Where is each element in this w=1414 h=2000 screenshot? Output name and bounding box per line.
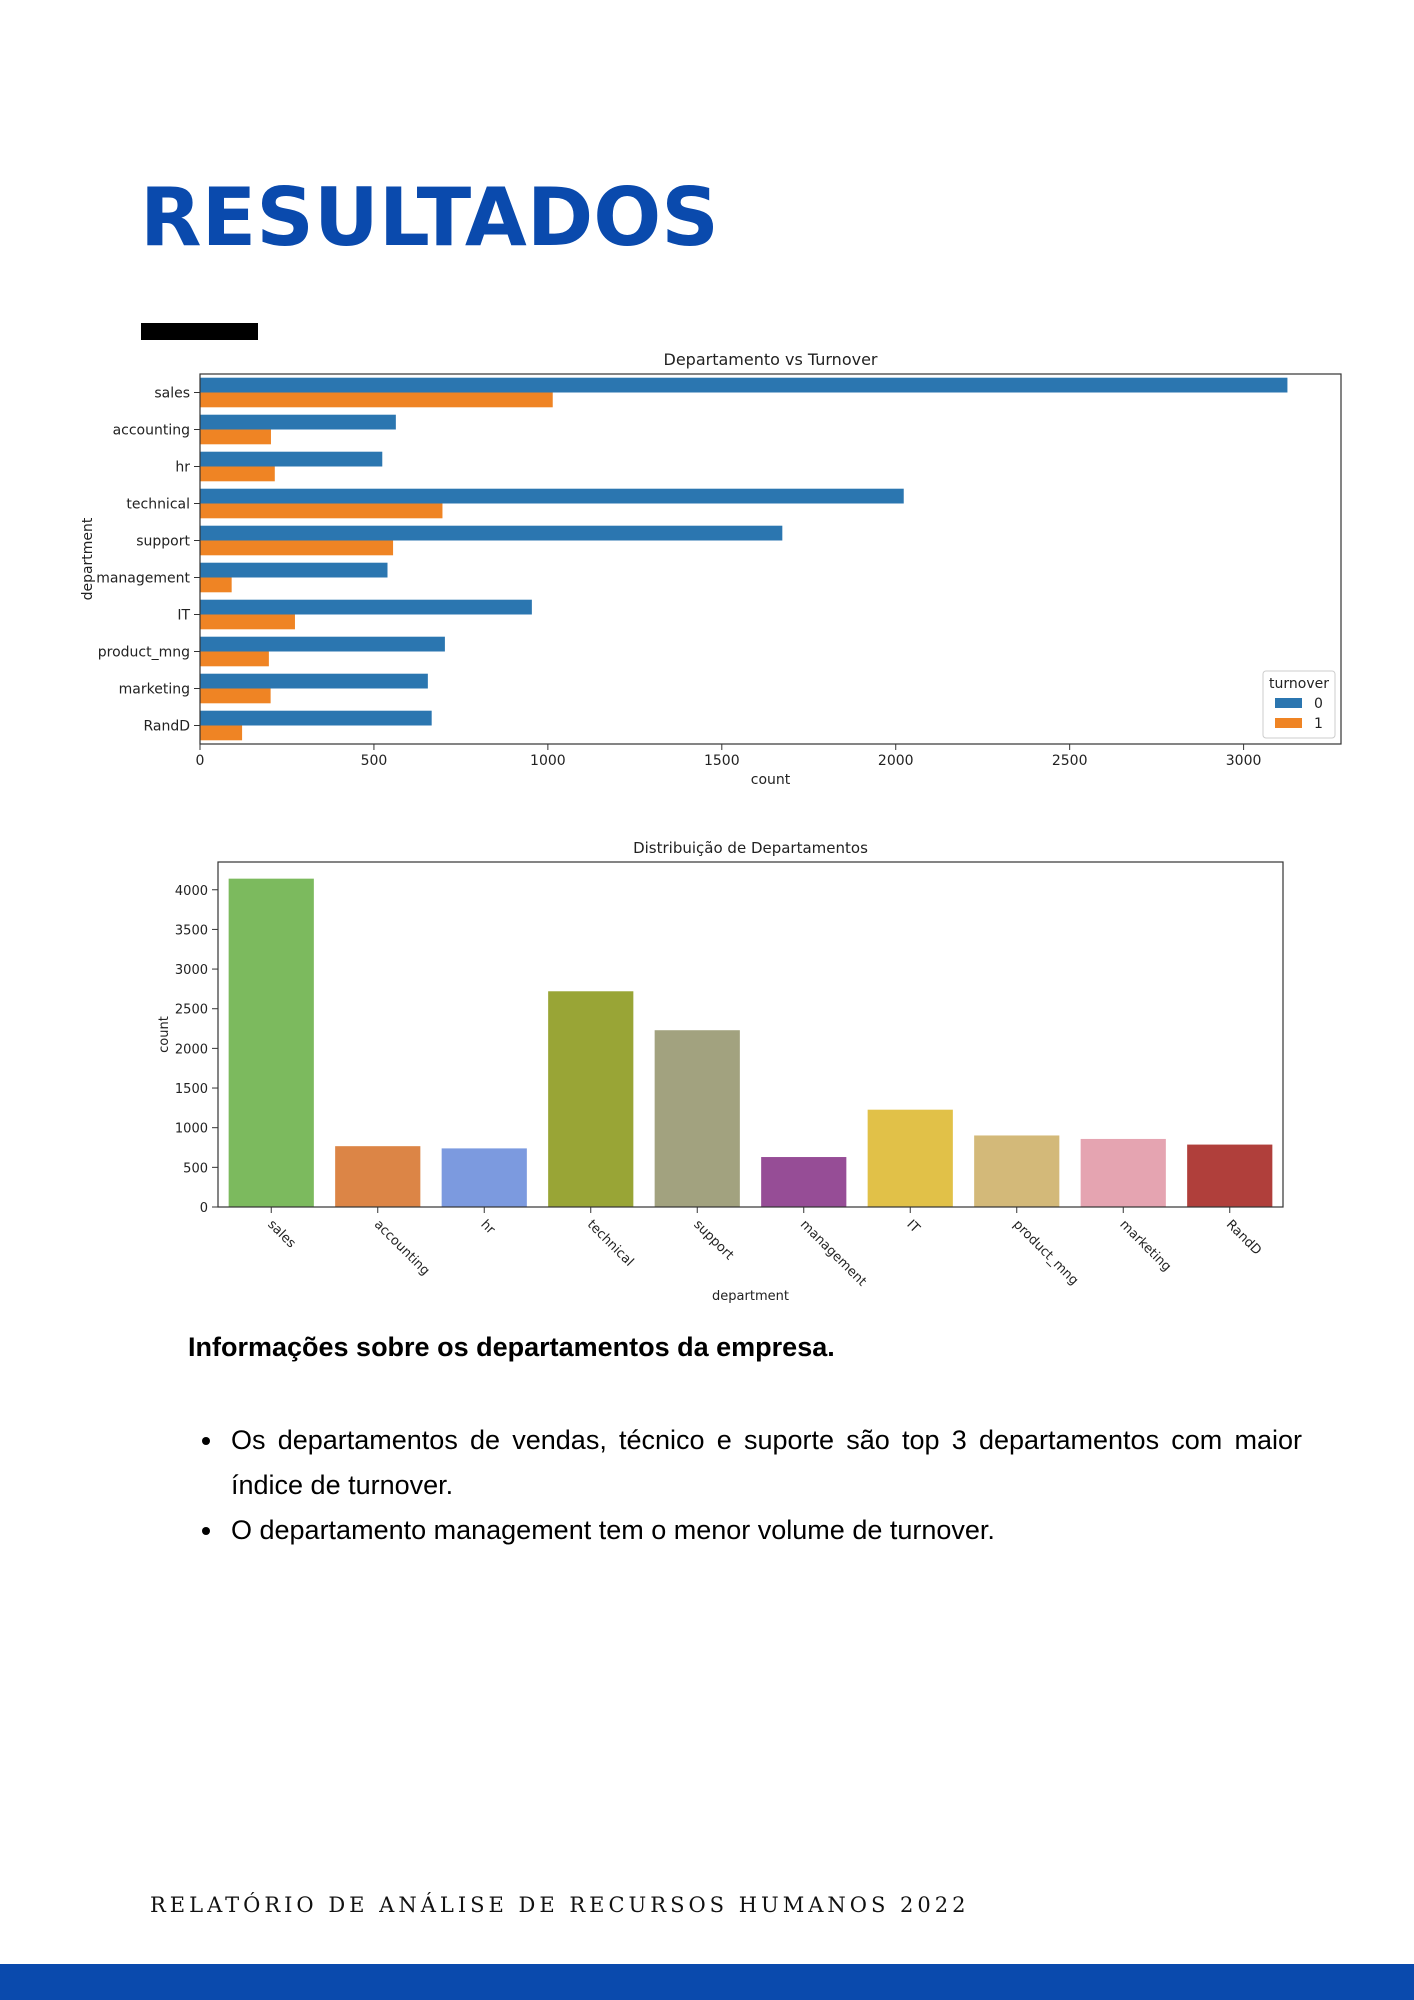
bar — [200, 429, 271, 445]
bar — [200, 725, 243, 741]
y-tick-label: 1000 — [175, 1122, 208, 1137]
legend-label: 0 — [1314, 696, 1323, 712]
bar — [200, 636, 445, 652]
x-tick-label: 1000 — [530, 753, 566, 769]
y-tick-label: 2500 — [175, 1003, 208, 1018]
x-tick-label: 2000 — [878, 753, 914, 769]
legend-label: 1 — [1314, 716, 1323, 732]
y-tick-label: 500 — [183, 1161, 208, 1176]
x-tick-label: technical — [584, 1217, 636, 1269]
legend-swatch — [1275, 718, 1302, 728]
y-tick-label: 3000 — [175, 963, 208, 978]
department-vs-turnover-chart: Departamento vs Turnover sales accounting h… — [80, 350, 1342, 788]
y-tick-label: technical — [126, 497, 190, 513]
footer-bar — [0, 1964, 1414, 2000]
legend-swatch — [1275, 698, 1302, 708]
y-tick-label: product_mng — [98, 645, 190, 661]
y-tick-label: 2000 — [175, 1042, 208, 1057]
section-heading: Informações sobre os departamentos da em… — [188, 1332, 835, 1362]
y-tick-label: RandD — [143, 719, 190, 735]
y-axis-label: department — [80, 517, 96, 600]
plot-frame — [217, 861, 1284, 1208]
y-tick-label: support — [136, 534, 190, 550]
findings-list: Os departamentos de vendas, técnico e su… — [188, 1418, 1302, 1553]
x-tick-label: 1500 — [704, 753, 740, 769]
x-tick-label: support — [690, 1217, 736, 1263]
bar — [974, 1135, 1060, 1207]
y-axis-label: count — [157, 1016, 172, 1053]
bar — [441, 1148, 527, 1207]
legend-title: turnover — [1269, 676, 1329, 692]
x-axis-label: count — [751, 772, 791, 788]
x-tick-label: IT — [903, 1217, 922, 1236]
title-underline-rule — [141, 323, 258, 340]
bar — [200, 577, 232, 593]
bar — [200, 377, 1288, 393]
x-tick-label: accounting — [371, 1217, 432, 1278]
bar — [200, 392, 553, 408]
y-tick-label: 0 — [200, 1201, 208, 1216]
bar — [200, 651, 269, 667]
x-axis-label: department — [712, 1289, 789, 1304]
y-tick-label: 3500 — [175, 923, 208, 938]
y-tick-label: sales — [154, 386, 190, 402]
y-tick-label: accounting — [113, 423, 190, 439]
bar — [228, 878, 314, 1207]
bar — [200, 562, 388, 578]
x-tick-label: 2500 — [1052, 753, 1088, 769]
x-tick-label: 3000 — [1226, 753, 1262, 769]
bar — [200, 688, 271, 704]
y-tick-label: management — [96, 571, 190, 587]
department-distribution-chart: Distribuição de Departamentos sales accoun… — [157, 839, 1284, 1304]
bar — [335, 1146, 421, 1207]
y-tick-label: hr — [175, 460, 190, 476]
bar — [200, 466, 275, 482]
x-tick-label: product_mng — [1010, 1217, 1081, 1288]
bar — [200, 599, 532, 615]
bar — [200, 488, 904, 504]
x-tick-label: 500 — [361, 753, 388, 769]
bar — [200, 503, 443, 519]
bar — [200, 710, 432, 726]
x-tick-label: RandD — [1223, 1217, 1264, 1258]
x-tick-label: management — [797, 1217, 869, 1289]
report-footer-title: RELATÓRIO DE ANÁLISE DE RECURSOS HUMANOS… — [150, 1893, 970, 1917]
bar — [761, 1157, 847, 1207]
bar — [548, 991, 634, 1207]
chart-title: Departamento vs Turnover — [664, 350, 878, 369]
page-title: RESULTADOS — [140, 171, 719, 264]
plot-frame — [199, 373, 1342, 745]
bar — [200, 614, 295, 630]
bar — [200, 414, 396, 430]
y-tick-label: 4000 — [175, 884, 208, 899]
bar — [200, 673, 428, 689]
list-item: O departamento management tem o menor vo… — [188, 1508, 1302, 1553]
bar — [200, 540, 394, 556]
x-tick-label: 0 — [196, 753, 205, 769]
y-tick-label: 1500 — [175, 1082, 208, 1097]
bar — [200, 451, 383, 467]
chart-title: Distribuição de Departamentos — [633, 839, 868, 857]
bar — [200, 525, 783, 541]
x-tick-label: sales — [264, 1217, 298, 1251]
x-tick-label: marketing — [1116, 1217, 1173, 1274]
bar — [1080, 1138, 1166, 1207]
y-tick-label: IT — [177, 608, 190, 624]
bar — [654, 1030, 740, 1207]
bar — [1187, 1144, 1273, 1207]
x-tick-label: hr — [477, 1217, 498, 1238]
bar — [867, 1109, 953, 1207]
y-tick-label: marketing — [119, 682, 190, 698]
list-item: Os departamentos de vendas, técnico e su… — [188, 1418, 1302, 1508]
